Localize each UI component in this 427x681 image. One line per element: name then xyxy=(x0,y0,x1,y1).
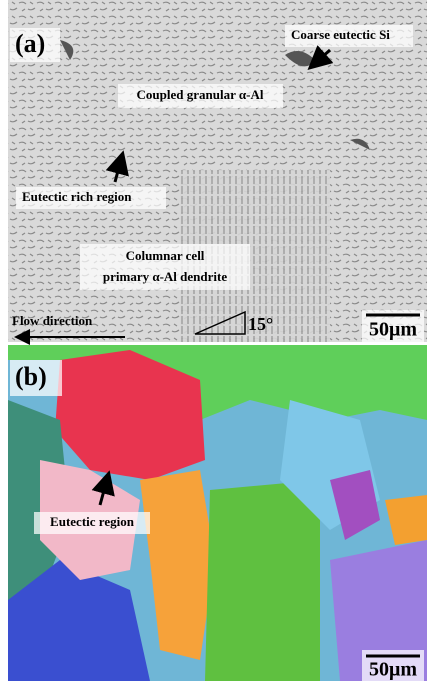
annotation: Columnar cell xyxy=(126,248,205,263)
flow-label: Flow direction xyxy=(12,313,93,328)
angle-label: 15° xyxy=(248,314,273,334)
annotation: Coupled granular α-Al xyxy=(137,87,264,102)
annotation: Coarse eutectic Si xyxy=(291,27,390,42)
panel-label: (b) xyxy=(15,362,47,391)
annotation: Eutectic rich region xyxy=(22,189,132,204)
grain xyxy=(205,480,320,681)
figure: (a) Coarse eutectic Si Coupled granular … xyxy=(0,0,427,681)
annotation: Eutectic region xyxy=(50,514,135,529)
annotation: primary α-Al dendrite xyxy=(103,269,227,284)
scale-label: 50μm xyxy=(369,319,417,341)
scale-label: 50μm xyxy=(369,659,417,681)
panel-b: (b) Eutectic region 50μm xyxy=(8,345,427,681)
panel-label: (a) xyxy=(15,29,45,58)
panel-a: (a) Coarse eutectic Si Coupled granular … xyxy=(8,0,427,342)
